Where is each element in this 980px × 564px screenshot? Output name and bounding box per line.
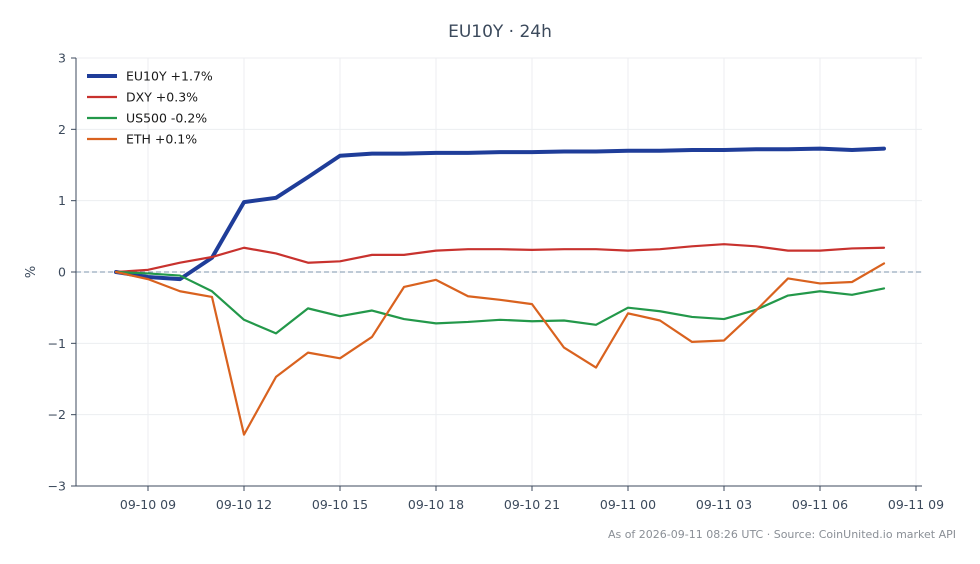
x-tick-label: 09-11 00	[600, 497, 656, 512]
y-tick-label: −1	[48, 336, 66, 351]
x-tick-label: 09-10 09	[120, 497, 176, 512]
source-footer: As of 2026-09-11 08:26 UTC · Source: Coi…	[608, 528, 956, 541]
legend-label-1: DXY +0.3%	[126, 90, 198, 105]
x-tick-label: 09-10 21	[504, 497, 560, 512]
y-tick-label: −2	[48, 407, 66, 422]
chart-title: EU10Y · 24h	[448, 22, 552, 42]
x-tick-label: 09-10 12	[216, 497, 272, 512]
y-tick-label: 0	[58, 265, 66, 280]
y-tick-label: 3	[58, 51, 66, 66]
x-tick-label: 09-11 06	[792, 497, 848, 512]
x-tick-label: 09-11 09	[888, 497, 944, 512]
series-line-1	[114, 243, 886, 274]
legend-label-3: ETH +0.1%	[126, 132, 197, 147]
y-tick-label: 2	[58, 122, 66, 137]
legend: EU10Y +1.7% DXY +0.3% US500 -0.2% ETH +0.1%	[87, 69, 213, 147]
series-line-2	[114, 270, 886, 335]
axes: 3 2 1 0 −1 −2 −3 09-10 09 09-10 12 09-10 15 09-10 …	[48, 51, 945, 513]
series-line-0	[114, 146, 886, 282]
x-tick-label: 09-10 18	[408, 497, 464, 512]
grid-lines	[76, 57, 922, 487]
series-line-3	[114, 262, 886, 436]
y-tick-label: −3	[48, 479, 66, 494]
y-tick-label: 1	[58, 193, 66, 208]
legend-label-0: EU10Y +1.7%	[126, 69, 213, 84]
legend-label-2: US500 -0.2%	[126, 111, 207, 126]
series-lines	[114, 146, 886, 436]
y-axis-label: %	[24, 266, 39, 278]
x-tick-label: 09-10 15	[312, 497, 368, 512]
x-tick-label: 09-11 03	[696, 497, 752, 512]
